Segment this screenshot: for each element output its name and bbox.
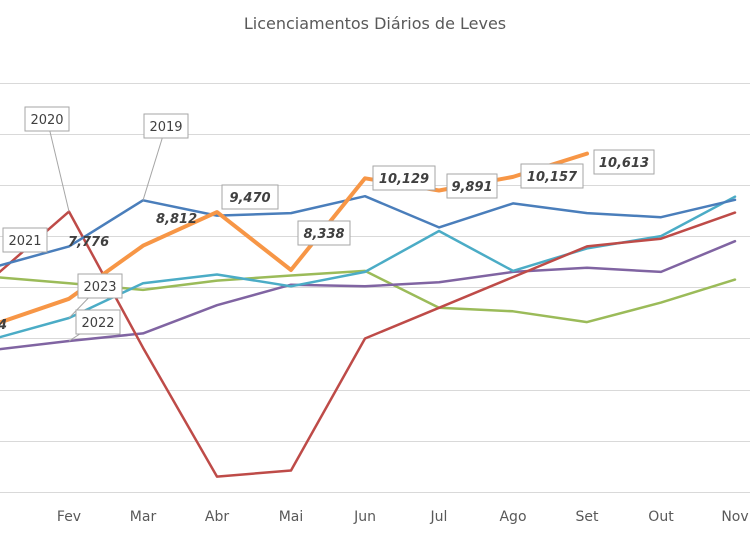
data-label-2021-box bbox=[593, 149, 655, 175]
callout-2020: 2020 bbox=[24, 106, 70, 212]
data-label-2021: 10,157 bbox=[520, 163, 584, 189]
data-label-2021-box bbox=[372, 165, 436, 191]
callout-2022: 2022 bbox=[68, 309, 121, 342]
x-axis-ticks: nFevMarAbrMaiJunJulAgoSetOutNov bbox=[57, 509, 749, 525]
callout-2020-box bbox=[24, 106, 70, 132]
data-label-2021-text: 9,891 bbox=[451, 180, 492, 195]
callout-2022-box bbox=[75, 309, 121, 335]
gridlines bbox=[0, 83, 750, 493]
data-label-2021-text: 9,470 bbox=[229, 191, 270, 206]
data-label-2021: 8,812 bbox=[156, 212, 197, 227]
callout-2023: 2023 bbox=[68, 273, 123, 319]
callout-2021-box bbox=[2, 227, 48, 253]
data-label-2021: 10,129 bbox=[372, 165, 436, 191]
data-label-2021-box bbox=[221, 184, 279, 210]
series-line-2022 bbox=[0, 239, 737, 351]
data-label-2021: 9,891 bbox=[446, 173, 498, 199]
data-label-2021: 9,470 bbox=[221, 184, 279, 210]
x-tick-label: Nov bbox=[721, 509, 748, 525]
callout-2023-box bbox=[77, 273, 123, 299]
series-name-callouts: 2020 2019 2021 2023 2022 bbox=[2, 106, 189, 342]
callout-2021-text: 2021 bbox=[8, 234, 41, 249]
data-label-2021: 4 bbox=[0, 318, 7, 333]
x-tick-label: Jun bbox=[353, 509, 376, 525]
callout-2020-text: 2020 bbox=[30, 113, 63, 128]
data-label-2021-text: 10,157 bbox=[527, 170, 578, 185]
callout-2019: 2019 bbox=[142, 113, 189, 201]
x-tick-label: Jul bbox=[430, 509, 448, 525]
callout-2022-text: 2022 bbox=[81, 316, 114, 331]
data-label-2021-box bbox=[297, 220, 351, 246]
x-tick-label: Out bbox=[648, 509, 674, 525]
series-line-2020 bbox=[0, 210, 737, 478]
data-label-2021: 7,776 bbox=[68, 235, 109, 250]
data-label-2021-text: 10,129 bbox=[379, 172, 429, 187]
data-label-2021-box bbox=[520, 163, 584, 189]
data-label-2021: 10,613 bbox=[593, 149, 655, 175]
x-tick-label: Mar bbox=[130, 509, 157, 525]
callout-2019-text: 2019 bbox=[149, 120, 182, 135]
x-tick-label: Ago bbox=[499, 509, 526, 525]
data-labels: 4 7,776 8,812 9,470 8,338 10,129 9,891 10,157 10… bbox=[0, 149, 655, 333]
callout-2023-text: 2023 bbox=[83, 280, 116, 295]
data-label-2021-text: 10,613 bbox=[599, 156, 649, 171]
chart-title: Licenciamentos Diários de Leves bbox=[244, 14, 506, 33]
x-tick-label: Set bbox=[576, 509, 600, 525]
callout-2021: 2021 bbox=[2, 227, 48, 253]
x-tick-label: Mai bbox=[279, 509, 304, 525]
callout-2020-leader bbox=[46, 118, 70, 212]
data-label-2021-text: 8,338 bbox=[303, 227, 344, 242]
x-tick-label: Abr bbox=[205, 509, 229, 525]
series-line-2019 bbox=[0, 194, 737, 267]
data-label-2021: 8,338 bbox=[297, 220, 351, 246]
data-label-2021-box bbox=[446, 173, 498, 199]
x-tick-label: Fev bbox=[57, 509, 81, 525]
callout-2019-box bbox=[143, 113, 189, 139]
